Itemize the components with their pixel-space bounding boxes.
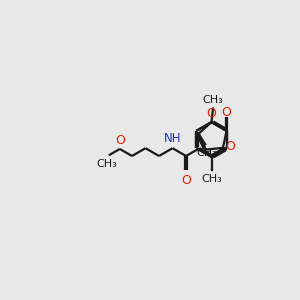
Text: O: O [115, 134, 125, 147]
Text: NH: NH [164, 132, 181, 145]
Text: O: O [181, 174, 191, 187]
Text: O: O [222, 106, 232, 119]
Text: CH₃: CH₃ [201, 174, 222, 184]
Text: O: O [225, 140, 235, 153]
Text: CH₃: CH₃ [96, 159, 117, 169]
Text: O: O [207, 107, 216, 120]
Text: CH₃: CH₃ [202, 95, 224, 105]
Text: CH₃: CH₃ [196, 148, 217, 158]
